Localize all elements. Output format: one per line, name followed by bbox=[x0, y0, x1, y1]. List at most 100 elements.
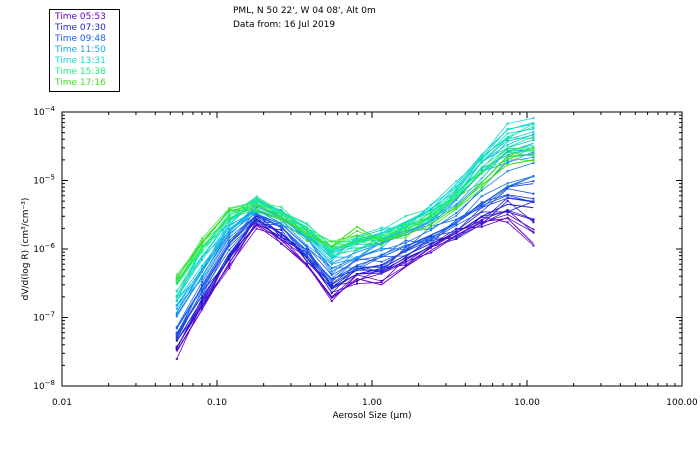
series-point bbox=[455, 204, 458, 207]
series-point bbox=[201, 275, 203, 278]
series-point bbox=[429, 238, 432, 241]
series-point bbox=[356, 249, 358, 251]
series-point bbox=[506, 221, 509, 224]
series-point bbox=[175, 296, 178, 299]
series-point bbox=[455, 224, 458, 227]
series-point bbox=[506, 197, 509, 200]
series-point bbox=[356, 280, 358, 283]
series-point bbox=[480, 158, 483, 161]
series-point bbox=[201, 294, 203, 297]
series-point bbox=[455, 203, 458, 206]
series-point bbox=[201, 242, 203, 245]
series-point bbox=[532, 156, 535, 159]
series-point bbox=[404, 257, 407, 260]
series-point bbox=[175, 338, 178, 341]
series-point bbox=[404, 241, 407, 244]
series-point bbox=[201, 255, 203, 258]
x-axis-title: Aerosol Size (µm) bbox=[333, 411, 412, 421]
series-point bbox=[506, 157, 509, 160]
series-point bbox=[255, 210, 258, 213]
series-point bbox=[201, 297, 203, 300]
series-point bbox=[305, 236, 308, 239]
series-point bbox=[532, 221, 535, 224]
series-point bbox=[506, 160, 509, 163]
series-point bbox=[330, 256, 333, 259]
series-point bbox=[532, 147, 535, 150]
series-point bbox=[404, 244, 407, 247]
series-point bbox=[506, 186, 509, 189]
series-point bbox=[175, 276, 178, 279]
series-point bbox=[201, 289, 203, 292]
series-point bbox=[380, 271, 383, 274]
series-point bbox=[330, 263, 333, 266]
series-point bbox=[455, 191, 458, 194]
series-point bbox=[429, 213, 432, 216]
series-point bbox=[506, 185, 509, 188]
series-point bbox=[356, 256, 358, 259]
series-point bbox=[506, 143, 509, 146]
series-point bbox=[305, 260, 308, 263]
series-point bbox=[305, 265, 308, 268]
series-point bbox=[404, 230, 407, 233]
series-point bbox=[532, 137, 535, 140]
series-point bbox=[380, 234, 383, 237]
series-point bbox=[506, 136, 509, 139]
series-point bbox=[429, 237, 432, 240]
series-point bbox=[228, 208, 231, 211]
series-point bbox=[532, 130, 535, 133]
series-line bbox=[176, 183, 534, 329]
series-point bbox=[228, 264, 231, 267]
series-point bbox=[201, 251, 203, 254]
series-point bbox=[532, 228, 535, 231]
series-point bbox=[480, 210, 483, 213]
series-point bbox=[280, 242, 283, 245]
series-point bbox=[228, 207, 231, 210]
series-point bbox=[175, 312, 178, 315]
series-point bbox=[280, 229, 283, 231]
series-point bbox=[480, 203, 483, 206]
series-point bbox=[532, 244, 535, 247]
series-point bbox=[380, 280, 383, 282]
series-point bbox=[506, 128, 509, 131]
series-point bbox=[228, 230, 231, 233]
series-point bbox=[228, 217, 231, 220]
series-point bbox=[330, 274, 333, 277]
series-point bbox=[532, 125, 535, 128]
series-point bbox=[532, 127, 535, 130]
series-point bbox=[455, 218, 458, 221]
series-point bbox=[480, 167, 483, 170]
series-point bbox=[201, 291, 203, 294]
series-point bbox=[228, 248, 231, 251]
series-point bbox=[455, 180, 458, 183]
series-point bbox=[506, 210, 509, 213]
series-point bbox=[356, 282, 358, 285]
series-point bbox=[380, 226, 383, 229]
series-point bbox=[175, 295, 178, 297]
series-point bbox=[429, 245, 432, 248]
series-point bbox=[330, 273, 333, 275]
series-point bbox=[175, 326, 178, 328]
series-point bbox=[429, 235, 432, 238]
series-point bbox=[506, 147, 509, 150]
series-point bbox=[455, 186, 458, 188]
series-point bbox=[175, 313, 178, 316]
series-point bbox=[404, 245, 407, 248]
y-axis-title: dV/d(log R) (cm³/cm⁻³) bbox=[21, 198, 31, 301]
series-line bbox=[176, 217, 534, 352]
series-point bbox=[228, 212, 231, 215]
series-point bbox=[532, 117, 535, 120]
legend-entry: Time 09:48 bbox=[55, 34, 106, 44]
series-point bbox=[228, 245, 231, 248]
series-point bbox=[455, 194, 458, 197]
series-point bbox=[480, 160, 483, 163]
series-point bbox=[201, 305, 203, 308]
series-point bbox=[175, 334, 178, 337]
series-point bbox=[506, 156, 509, 159]
series-point bbox=[305, 240, 308, 242]
series-point bbox=[175, 315, 178, 318]
series-point bbox=[305, 248, 308, 251]
series-point bbox=[404, 222, 407, 225]
series-point bbox=[455, 235, 458, 238]
series-point bbox=[356, 243, 358, 246]
